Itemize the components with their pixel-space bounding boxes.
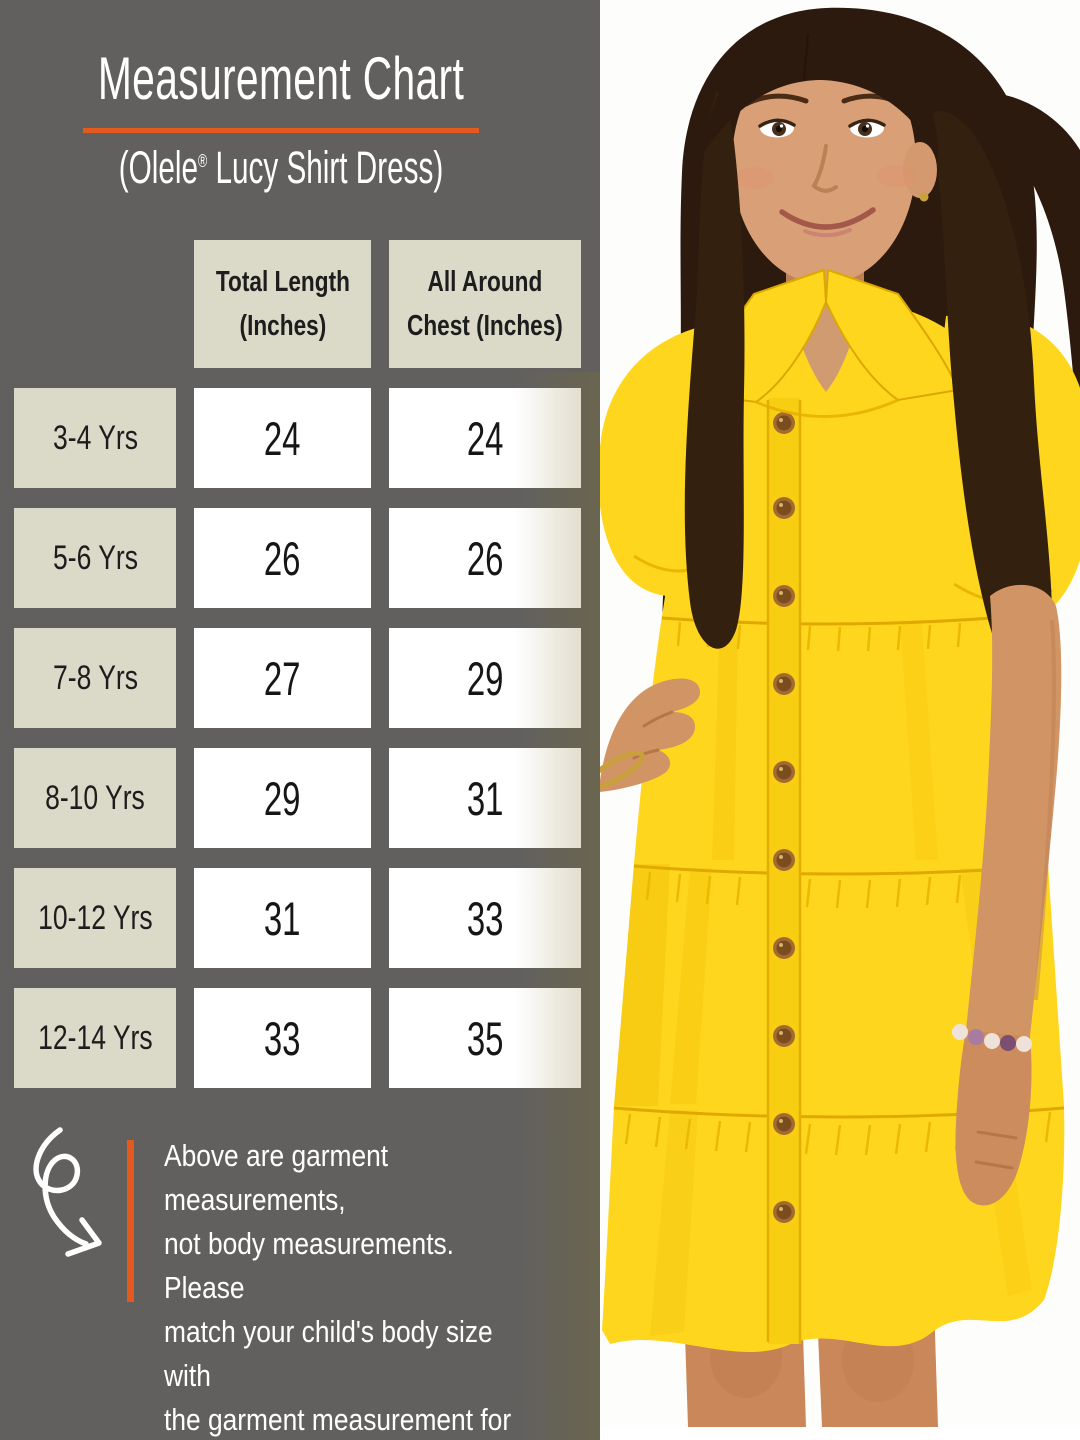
subtitle-text-after: Lucy Shirt Dress) — [207, 142, 444, 193]
value-text: 26 — [264, 531, 301, 585]
chart-header: Measurement Chart (Olele® Lucy Shirt Dre… — [0, 44, 562, 194]
column-header-line1: All Around — [427, 265, 543, 298]
value-text: 29 — [264, 771, 301, 825]
value-text: 29 — [466, 651, 504, 705]
model-illustration — [600, 0, 1080, 1440]
row-label: 3-4 Yrs — [14, 388, 176, 488]
row-label: 8-10 Yrs — [14, 748, 176, 848]
chest-value: 26 — [389, 508, 581, 608]
chest-value: 31 — [389, 748, 581, 848]
product-photo — [600, 0, 1080, 1440]
chest-value: 33 — [389, 868, 581, 968]
row-label-text: 10-12 Yrs — [37, 898, 153, 937]
note-section: Above are garment measurements, not body… — [0, 1122, 600, 1437]
value-text: 26 — [466, 531, 504, 585]
row-label: 12-14 Yrs — [14, 988, 176, 1088]
table-corner-spacer — [14, 240, 176, 368]
value-text: 31 — [466, 771, 504, 825]
column-header-line2: (Inches) — [239, 310, 326, 342]
page-title: Measurement Chart — [97, 45, 465, 112]
value-text: 31 — [264, 891, 301, 945]
note-accent-bar — [127, 1140, 134, 1302]
column-header-total-length: Total Length (Inches) — [194, 240, 371, 368]
page-subtitle: (Olele® Lucy Shirt Dress) — [96, 142, 467, 194]
column-header-line1: Total Length — [215, 265, 350, 298]
value-text: 27 — [264, 651, 301, 705]
row-label-text: 3-4 Yrs — [52, 418, 138, 457]
total-length-value: 33 — [194, 988, 371, 1088]
value-text: 24 — [466, 411, 504, 465]
total-length-value: 29 — [194, 748, 371, 848]
value-text: 33 — [264, 1011, 301, 1065]
chest-value: 24 — [389, 388, 581, 488]
total-length-value: 27 — [194, 628, 371, 728]
size-table: Total Length (Inches) All Around Chest (… — [14, 240, 581, 1088]
total-length-value: 31 — [194, 868, 371, 968]
title-underline-rule — [83, 128, 479, 133]
row-label-text: 7-8 Yrs — [52, 658, 138, 697]
note-text-content: Above are garment measurements, not body… — [164, 1138, 512, 1437]
subtitle-text-before: (Olele — [118, 142, 199, 193]
column-header-chest: All Around Chest (Inches) — [389, 240, 581, 368]
row-label-text: 12-14 Yrs — [37, 1018, 153, 1057]
total-length-value: 26 — [194, 508, 371, 608]
value-text: 35 — [466, 1011, 504, 1065]
column-header-text: All Around Chest (Inches) — [407, 260, 563, 348]
row-label-text: 5-6 Yrs — [52, 538, 138, 577]
chest-value: 29 — [389, 628, 581, 728]
column-header-text: Total Length (Inches) — [215, 260, 349, 348]
total-length-value: 24 — [194, 388, 371, 488]
row-label: 7-8 Yrs — [14, 628, 176, 728]
value-text: 33 — [466, 891, 504, 945]
column-header-line2: Chest (Inches) — [407, 310, 563, 342]
row-label: 5-6 Yrs — [14, 508, 176, 608]
row-label: 10-12 Yrs — [14, 868, 176, 968]
note-text: Above are garment measurements, not body… — [164, 1134, 600, 1440]
registered-trademark-symbol: ® — [198, 151, 208, 172]
curved-arrow-icon — [33, 1127, 102, 1257]
value-text: 24 — [264, 411, 301, 465]
info-panel: Measurement Chart (Olele® Lucy Shirt Dre… — [0, 0, 600, 1440]
chest-value: 35 — [389, 988, 581, 1088]
row-label-text: 8-10 Yrs — [45, 778, 145, 817]
